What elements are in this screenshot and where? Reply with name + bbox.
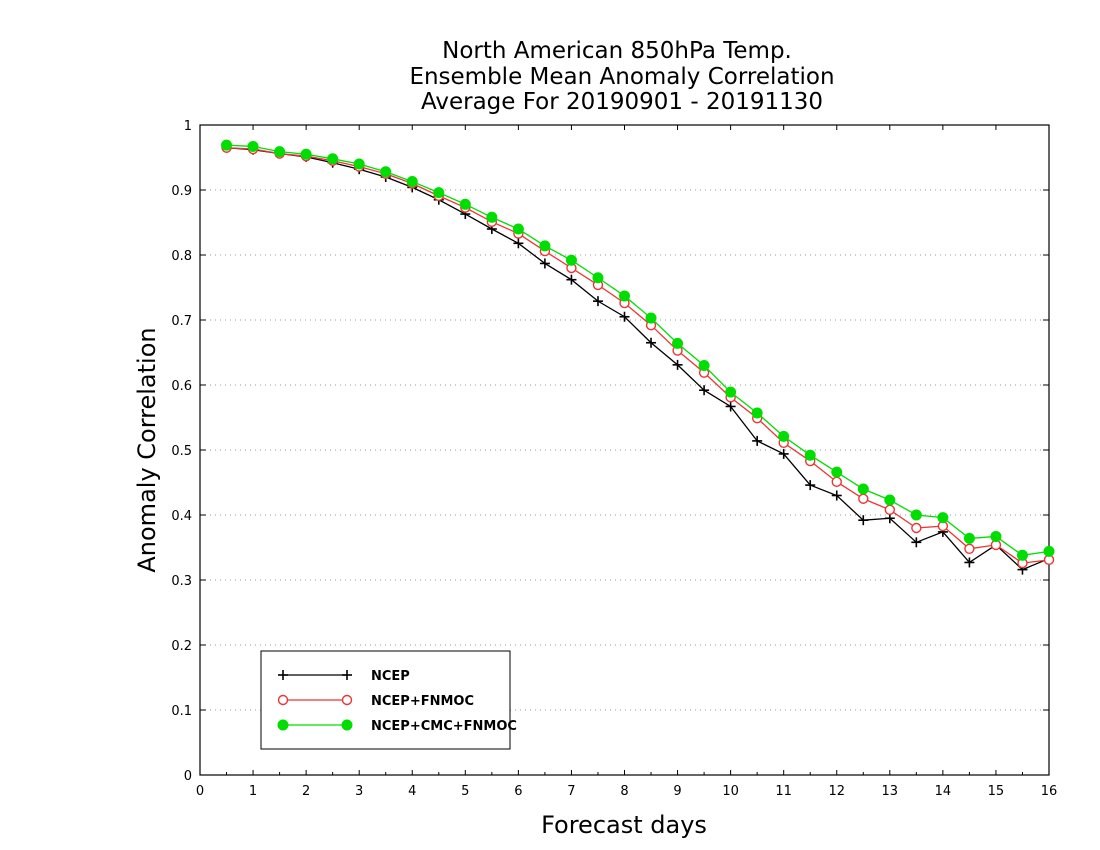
- series-ncep-fnmoc: [221, 142, 1055, 569]
- data-point: [858, 493, 869, 504]
- data-point: [247, 140, 259, 152]
- x-tick-label: 0: [196, 784, 204, 799]
- x-tick-label: 15: [988, 784, 1005, 799]
- legend-box: [260, 650, 511, 750]
- x-tick-label: 9: [673, 784, 681, 799]
- data-point: [725, 386, 737, 398]
- grid-lines: [200, 189, 1049, 711]
- data-point: [619, 290, 630, 302]
- x-tick-label: 5: [461, 784, 469, 799]
- data-point: [964, 543, 975, 554]
- y-tick-label: 0.7: [171, 314, 192, 329]
- x-tick-label: 16: [1041, 784, 1058, 799]
- data-point: [778, 430, 790, 442]
- data-point: [831, 476, 842, 488]
- data-point: [963, 532, 975, 544]
- data-point: [565, 254, 577, 266]
- y-tick-label: 0.2: [171, 639, 192, 654]
- data-point: [937, 512, 949, 524]
- data-point: [353, 158, 365, 170]
- data-point: [433, 187, 445, 199]
- data-point: [831, 466, 843, 478]
- data-point: [751, 407, 763, 419]
- series-ncep: [221, 142, 1054, 575]
- x-tick-label: 6: [514, 784, 522, 799]
- data-point: [910, 509, 922, 521]
- series-line: [226, 147, 1050, 571]
- x-tick-label: 11: [775, 784, 792, 799]
- y-tick-label: 0.6: [171, 379, 192, 394]
- y-tick-label: 1: [184, 119, 192, 134]
- data-point: [406, 176, 418, 188]
- data-point: [857, 483, 869, 495]
- x-tick-label: 8: [620, 784, 628, 799]
- data-point: [1016, 549, 1028, 561]
- series-ncep-cmc-fnmoc: [221, 139, 1055, 561]
- series-line: [226, 144, 1050, 556]
- data-point: [327, 153, 339, 165]
- data-point: [990, 530, 1002, 542]
- x-tick-label: 7: [567, 784, 575, 799]
- y-tick-label: 0.9: [171, 184, 192, 199]
- data-point: [274, 146, 286, 158]
- data-point: [1043, 545, 1055, 557]
- chart-title-line-3: Average For 20190901 - 20191130: [421, 89, 823, 115]
- data-point: [512, 223, 524, 235]
- data-point: [911, 522, 922, 534]
- y-tick-label: 0.5: [171, 444, 192, 459]
- axes: 0 1 2 3 4 5 6 7 8 9 10 11 12 13 14 15 1600.10.20.30.40.5…: [171, 119, 1057, 799]
- chart-title: North American 850hPa Temp. Ensemble Mea…: [409, 38, 834, 115]
- legend-marker: [341, 694, 353, 706]
- legend-marker: [277, 694, 289, 706]
- y-tick-label: 0.3: [171, 574, 192, 589]
- data-point: [221, 139, 233, 151]
- series-line: [226, 147, 1050, 564]
- data-point: [804, 449, 816, 461]
- data-point: [539, 240, 551, 252]
- x-axis-title: Forecast days: [541, 811, 707, 839]
- data-point: [884, 494, 896, 506]
- data-point: [486, 211, 498, 223]
- data-point: [672, 337, 684, 349]
- x-tick-label: 13: [882, 784, 899, 799]
- data-point: [380, 166, 392, 178]
- x-tick-label: 2: [302, 784, 310, 799]
- data-point: [698, 360, 710, 371]
- chart-title-line-1: North American 850hPa Temp.: [442, 38, 792, 64]
- chart-title-line-2: Ensemble Mean Anomaly Correlation: [409, 64, 834, 90]
- data-point: [300, 148, 312, 160]
- legend-label: NCEP: [371, 669, 410, 684]
- legend-marker: [341, 719, 353, 731]
- y-tick-label: 0.1: [171, 704, 192, 719]
- data-point: [459, 198, 471, 210]
- x-tick-label: 14: [935, 784, 952, 799]
- legend-label: NCEP+FNMOC: [371, 694, 474, 709]
- legend-marker: [277, 719, 289, 731]
- x-tick-label: 12: [828, 784, 845, 799]
- x-tick-label: 1: [249, 784, 257, 799]
- data-point: [884, 504, 896, 515]
- x-tick-label: 10: [722, 784, 739, 799]
- y-tick-label: 0.4: [171, 509, 192, 524]
- legend: NCEP NCEP+FNMOC NCEP+CMC+FNMOC: [260, 650, 517, 750]
- x-tick-label: 3: [355, 784, 363, 799]
- y-axis-title: Anomaly Correlation: [133, 327, 161, 572]
- data-point: [645, 312, 657, 324]
- legend-label: NCEP+CMC+FNMOC: [371, 719, 517, 734]
- data-point: [592, 272, 604, 284]
- x-tick-label: 4: [408, 784, 416, 799]
- y-tick-label: 0.8: [171, 249, 192, 264]
- y-tick-label: 0: [184, 769, 192, 784]
- data-series: [221, 139, 1055, 575]
